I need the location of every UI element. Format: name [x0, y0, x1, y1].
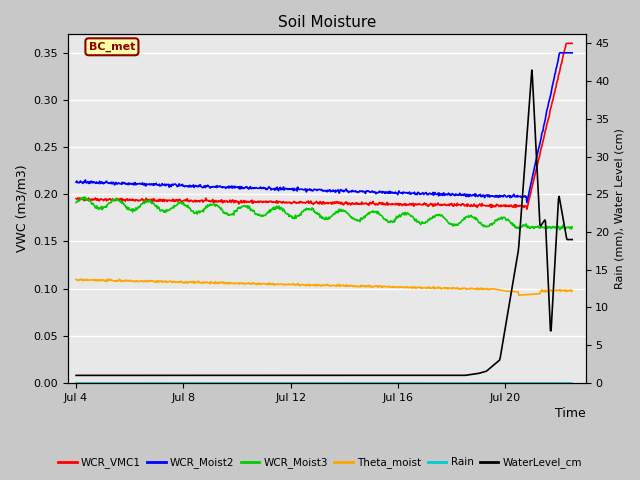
WCR_Moist3	[72, 200, 80, 205]
WCR_Moist2	[388, 189, 396, 195]
WCR_VMC1	[360, 201, 368, 206]
Theta_moist	[500, 288, 508, 294]
Theta_moist	[72, 276, 80, 282]
WaterLevel_cm	[373, 372, 381, 378]
WCR_Moist3	[556, 227, 564, 233]
Rain	[568, 380, 576, 386]
WCR_Moist2	[72, 180, 80, 185]
WaterLevel_cm	[528, 67, 536, 73]
Theta_moist	[361, 284, 369, 289]
Text: BC_met: BC_met	[89, 42, 135, 52]
WCR_VMC1	[499, 203, 507, 208]
WCR_VMC1	[72, 196, 80, 202]
WCR_Moist3	[103, 202, 111, 208]
WCR_Moist2	[449, 191, 456, 196]
WaterLevel_cm	[388, 372, 396, 378]
WaterLevel_cm	[499, 337, 507, 343]
WCR_Moist2	[499, 194, 507, 200]
Theta_moist	[515, 292, 523, 298]
WaterLevel_cm	[360, 372, 368, 378]
Line: Theta_moist: Theta_moist	[76, 279, 572, 295]
Theta_moist	[77, 276, 85, 282]
WaterLevel_cm	[102, 372, 110, 378]
WCR_VMC1	[568, 40, 576, 46]
Rain	[499, 380, 507, 386]
WCR_Moist2	[556, 50, 564, 56]
WCR_VMC1	[373, 202, 381, 208]
WCR_Moist2	[360, 189, 368, 194]
WCR_Moist2	[373, 190, 381, 196]
Theta_moist	[389, 284, 397, 290]
WCR_Moist2	[568, 50, 576, 56]
WCR_VMC1	[563, 40, 570, 46]
WaterLevel_cm	[568, 237, 576, 242]
Line: WCR_VMC1: WCR_VMC1	[76, 43, 572, 209]
Rain	[373, 380, 381, 386]
WCR_Moist3	[568, 224, 576, 229]
Title: Soil Moisture: Soil Moisture	[278, 15, 376, 30]
WCR_VMC1	[388, 202, 396, 207]
WCR_Moist3	[389, 219, 397, 225]
Theta_moist	[103, 279, 111, 285]
WCR_VMC1	[523, 206, 531, 212]
Legend: WCR_VMC1, WCR_Moist2, WCR_Moist3, Theta_moist, Rain, WaterLevel_cm: WCR_VMC1, WCR_Moist2, WCR_Moist3, Theta_…	[54, 453, 586, 472]
Rain	[360, 380, 368, 386]
Rain	[102, 380, 110, 386]
Rain	[72, 380, 80, 386]
Theta_moist	[449, 285, 457, 290]
Text: Time: Time	[555, 408, 586, 420]
WCR_VMC1	[449, 203, 456, 208]
WCR_Moist3	[500, 214, 508, 220]
Rain	[388, 380, 396, 386]
WCR_Moist3	[80, 194, 88, 200]
Line: WCR_Moist3: WCR_Moist3	[76, 197, 572, 230]
Rain	[449, 380, 456, 386]
Line: WaterLevel_cm: WaterLevel_cm	[76, 70, 572, 375]
WCR_Moist3	[361, 215, 369, 221]
WaterLevel_cm	[72, 372, 80, 378]
WCR_Moist2	[102, 178, 110, 184]
WaterLevel_cm	[449, 372, 456, 378]
Theta_moist	[568, 288, 576, 294]
Y-axis label: Rain (mm), Water Level (cm): Rain (mm), Water Level (cm)	[615, 128, 625, 289]
WCR_Moist2	[523, 200, 531, 205]
WCR_Moist3	[449, 223, 457, 229]
Theta_moist	[374, 284, 381, 290]
WCR_VMC1	[102, 198, 110, 204]
WCR_Moist3	[374, 208, 381, 214]
Y-axis label: VWC (m3/m3): VWC (m3/m3)	[15, 165, 28, 252]
Line: WCR_Moist2: WCR_Moist2	[76, 53, 572, 203]
